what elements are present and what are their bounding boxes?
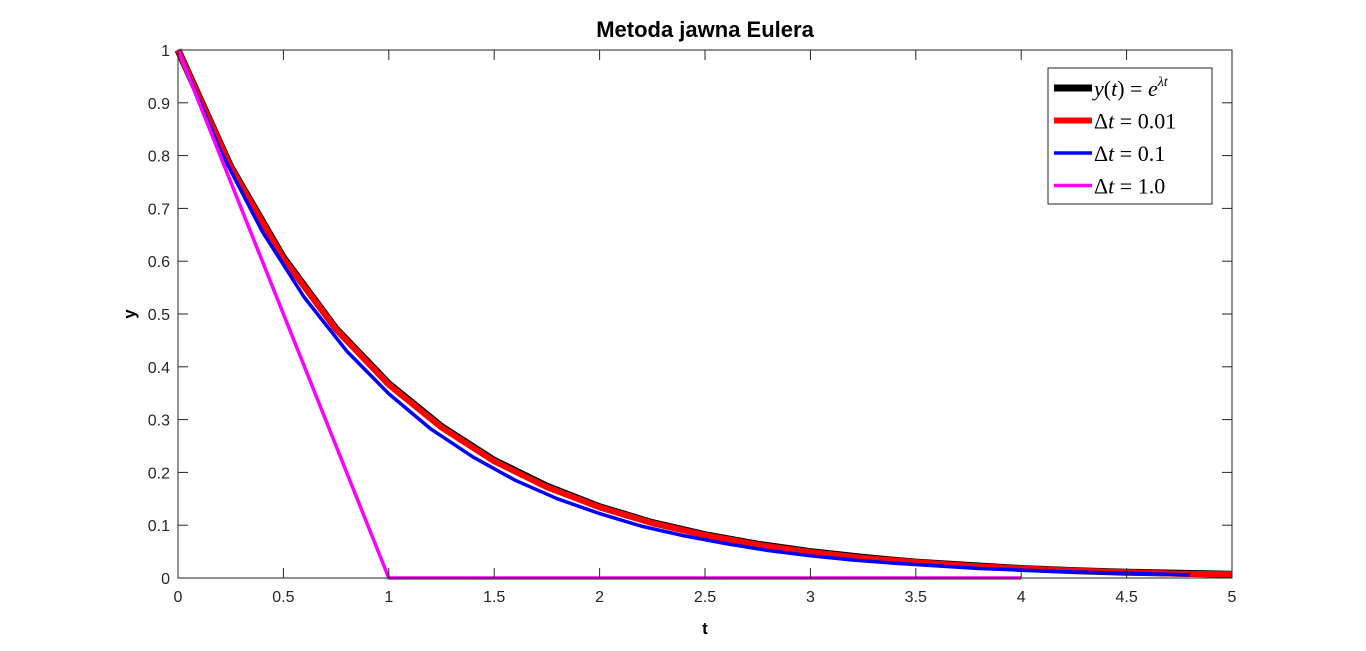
- legend: y(t) = eλt Δt = 0.01 Δt = 0.1 Δt = 1.0: [1047, 67, 1213, 205]
- x-tick-label: 4.5: [1115, 589, 1137, 606]
- y-tick-label: 0.5: [148, 307, 170, 324]
- legend-label-4: Δt = 1.0: [1094, 174, 1165, 199]
- y-tick-label: 0.4: [148, 360, 170, 377]
- legend-label-3: Δt = 0.1: [1094, 141, 1165, 166]
- chart-title: Metoda jawna Eulera: [596, 17, 814, 42]
- x-tick-label: 3: [806, 589, 815, 606]
- legend-label-1: y(t) = eλt: [1092, 75, 1169, 101]
- y-tick-label: 0.3: [148, 413, 170, 430]
- axes-layer: 0 0.5 1 1.5 2 2.5 3 3.5 4 4.5 5 0 0.1 0.2 0.3 0.4 0.5 0.6…: [148, 43, 1237, 606]
- x-tick-label: 4: [1017, 589, 1026, 606]
- x-tick-label: 1.5: [483, 589, 505, 606]
- x-tick-label: 0: [174, 589, 183, 606]
- y-tick-label: 0.7: [148, 201, 170, 218]
- x-tick-label: 2: [595, 589, 604, 606]
- y-tick-label: 0.1: [148, 518, 170, 535]
- y-tick-label: 0.8: [148, 149, 170, 166]
- y-tick-label: 0.2: [148, 465, 170, 482]
- x-tick-label: 3.5: [905, 589, 927, 606]
- y-tick-label: 0.6: [148, 254, 170, 271]
- y-axis-label: y: [120, 309, 139, 319]
- y-tick-label: 0: [161, 571, 170, 588]
- x-tick-label: 2.5: [694, 589, 716, 606]
- x-tick-label: 5: [1228, 589, 1237, 606]
- x-tick-label: 0.5: [272, 589, 294, 606]
- x-axis-label: t: [702, 619, 708, 638]
- y-tick-label: 1: [161, 43, 170, 60]
- x-tick-label: 1: [384, 589, 393, 606]
- y-tick-label: 0.9: [148, 96, 170, 113]
- legend-label-2: Δt = 0.01: [1094, 109, 1176, 134]
